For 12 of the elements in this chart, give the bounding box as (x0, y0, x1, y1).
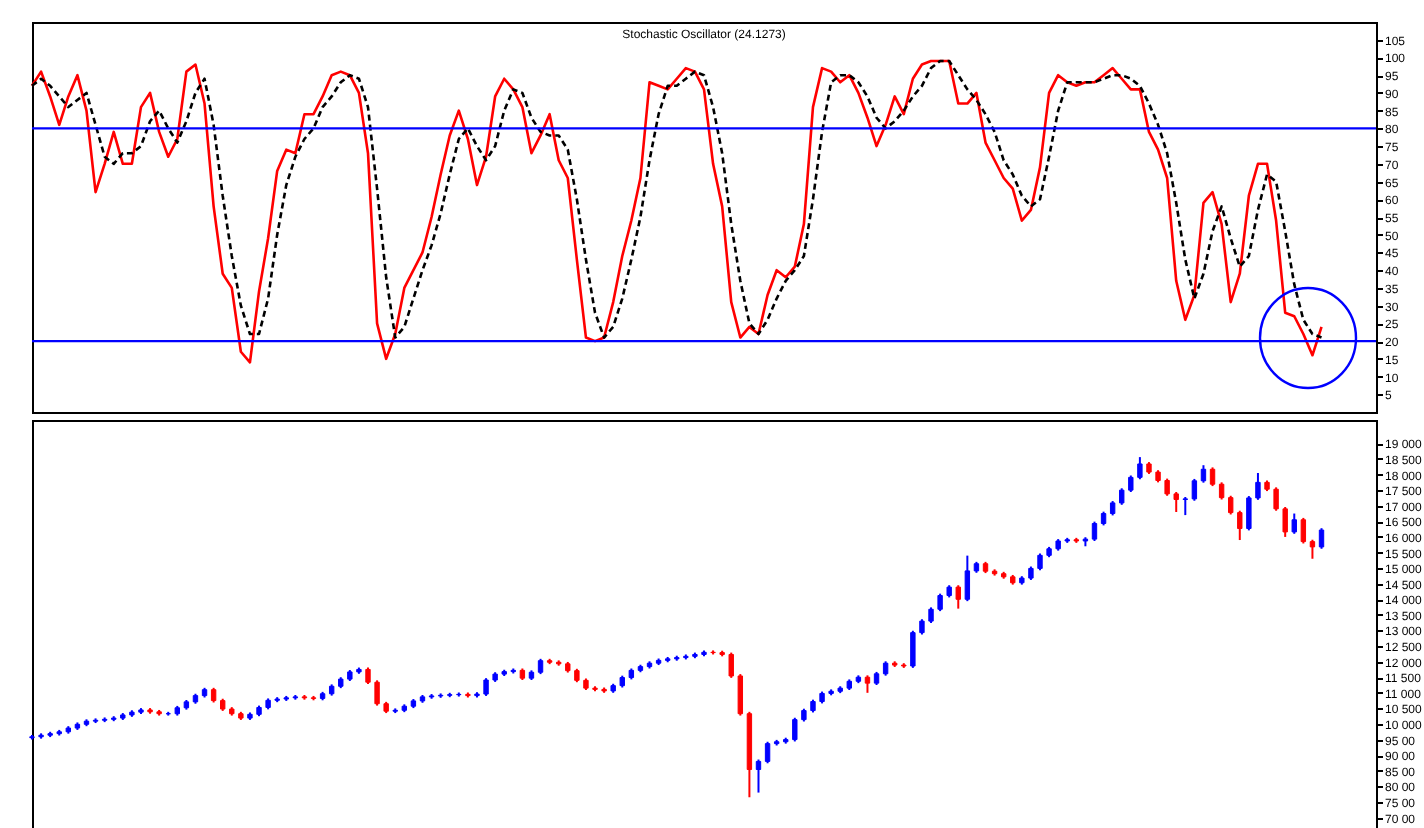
candlestick (955, 584, 961, 610)
candlestick (964, 554, 971, 603)
candlestick (1182, 496, 1188, 517)
candlestick (1191, 477, 1198, 502)
candlestick (1318, 527, 1325, 550)
candlestick (764, 740, 771, 765)
candlestick (1209, 466, 1216, 488)
candlestick (755, 758, 762, 794)
candlestick (1300, 516, 1307, 545)
candlestick (1291, 512, 1297, 535)
candlestick (1091, 520, 1098, 542)
candlestick (1309, 538, 1316, 560)
